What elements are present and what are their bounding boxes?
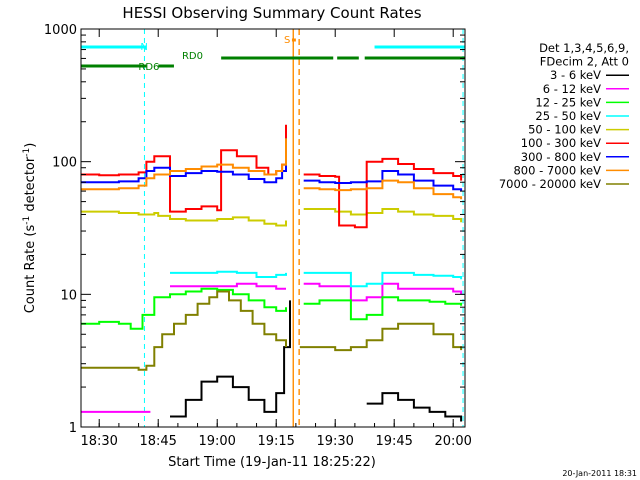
series-line — [81, 138, 463, 192]
annotation-bars: N RD0 RD6 S — [81, 35, 465, 73]
annotation-label: RD0 — [182, 51, 203, 62]
y-tick-label: 1 — [69, 421, 77, 436]
marker-lines — [143, 29, 464, 427]
y-label-sup: -1 — [22, 216, 32, 225]
chart-title: HESSI Observing Summary Count Rates — [122, 4, 421, 22]
legend: Det 1,3,4,5,6,9,FDecim 2, Att 03 - 6 keV… — [499, 41, 629, 191]
legend-entry: 100 - 300 keV — [521, 136, 601, 150]
y-axis-label: Count Rate (s-1 detector-1) — [22, 143, 38, 314]
y-label-sup2: -1 — [22, 148, 32, 157]
y-tick-label: 1000 — [44, 23, 77, 38]
plot-frame — [80, 28, 466, 428]
x-tick-label: 19:15 — [257, 434, 294, 449]
legend-header: FDecim 2, Att 0 — [540, 55, 629, 69]
y-axis: 1 10 100 1000 — [44, 23, 465, 436]
y-label-start: Count Rate (s — [23, 225, 38, 314]
annotation-label: RD6 — [138, 62, 159, 73]
y-label-end: ) — [23, 143, 38, 148]
x-axis: 18:30 18:45 19:00 19:15 19:30 19:45 20:00 — [80, 29, 472, 449]
x-tick-label: 19:45 — [375, 434, 412, 449]
y-tick-label: 10 — [60, 288, 77, 303]
x-tick-label: 19:00 — [198, 434, 235, 449]
legend-header: Det 1,3,4,5,6,9, — [539, 41, 629, 55]
series-line — [170, 270, 463, 288]
series-line — [81, 282, 463, 413]
annotation-label: S — [284, 35, 290, 46]
series-line — [81, 287, 463, 330]
legend-entry: 12 - 25 keV — [535, 95, 601, 109]
series-line — [170, 300, 463, 422]
legend-entry: 6 - 12 keV — [543, 82, 601, 96]
series-line — [81, 138, 463, 200]
timestamp: 20-Jan-2011 18:31 — [562, 469, 637, 478]
legend-entry: 3 - 6 keV — [550, 68, 601, 82]
x-tick-label: 18:30 — [80, 434, 117, 449]
x-tick-label: 19:30 — [316, 434, 353, 449]
series-line — [81, 208, 463, 227]
x-tick-label: 20:00 — [434, 434, 471, 449]
x-tick-label: 18:45 — [139, 434, 176, 449]
y-label-tail: detector — [23, 156, 38, 216]
series-line — [81, 290, 463, 371]
y-tick-label: 100 — [52, 156, 77, 171]
series-lines — [81, 124, 463, 422]
legend-entry: 50 - 100 keV — [528, 123, 601, 137]
annotation-label: N — [140, 42, 147, 53]
legend-entry: 25 - 50 keV — [535, 109, 601, 123]
legend-entry: 800 - 7000 keV — [513, 163, 601, 177]
x-axis-label: Start Time (19-Jan-11 18:25:22) — [168, 455, 376, 470]
legend-entry: 7000 - 20000 keV — [499, 177, 601, 191]
legend-entry: 300 - 800 keV — [521, 150, 601, 164]
